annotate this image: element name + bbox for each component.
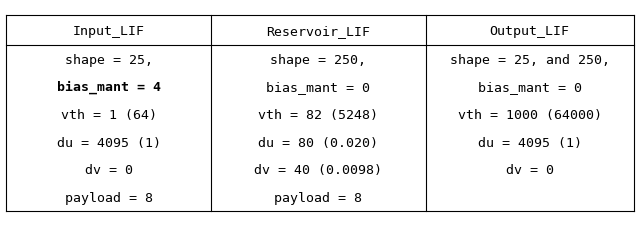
Text: vth = 82 (5248): vth = 82 (5248) [259,109,378,121]
Text: dv = 0: dv = 0 [85,163,133,176]
Text: Reservoir_LIF: Reservoir_LIF [266,25,371,37]
Text: payload = 8: payload = 8 [275,191,362,204]
Text: Input_LIF: Input_LIF [73,25,145,37]
Text: bias_mant = 4: bias_mant = 4 [57,81,161,94]
Text: shape = 25,: shape = 25, [65,53,153,66]
Text: shape = 25, and 250,: shape = 25, and 250, [450,53,610,66]
Text: dv = 40 (0.0098): dv = 40 (0.0098) [255,163,383,176]
Text: dv = 0: dv = 0 [506,163,554,176]
Text: vth = 1000 (64000): vth = 1000 (64000) [458,109,602,121]
Text: Output_LIF: Output_LIF [490,25,570,37]
Text: du = 80 (0.020): du = 80 (0.020) [259,136,378,149]
Text: bias_mant = 0: bias_mant = 0 [266,81,371,94]
Text: vth = 1 (64): vth = 1 (64) [61,109,157,121]
Text: du = 4095 (1): du = 4095 (1) [477,136,582,149]
Text: du = 4095 (1): du = 4095 (1) [57,136,161,149]
Text: bias_mant = 0: bias_mant = 0 [477,81,582,94]
Text: payload = 8: payload = 8 [65,191,153,204]
Text: shape = 250,: shape = 250, [271,53,367,66]
